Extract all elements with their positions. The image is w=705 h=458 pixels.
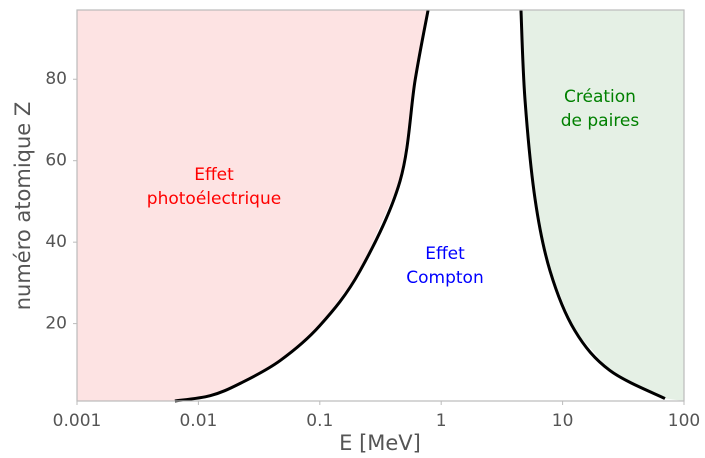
plot-area (77, 9, 684, 403)
annotation: Effet (425, 244, 465, 264)
annotation: Effet (194, 165, 234, 185)
area-fill (520, 10, 684, 401)
y-axis-label: numéro atomique Z (11, 102, 35, 311)
x-tick-label: 0.001 (53, 411, 102, 431)
y-tick-label: 20 (45, 314, 67, 334)
x-tick-label: 0.1 (306, 411, 333, 431)
y-tick-label: 60 (45, 151, 67, 171)
annotation: photoélectrique (147, 189, 281, 209)
annotation: de paires (561, 111, 640, 131)
x-tick-label: 10 (552, 411, 574, 431)
x-tick-label: 0.01 (179, 411, 217, 431)
boundary-line (519, 9, 666, 400)
boundary-line (174, 9, 430, 403)
y-tick-label: 80 (45, 69, 67, 89)
y-tick-label: 40 (45, 232, 67, 252)
x-tick-label: 1 (436, 411, 447, 431)
x-axis-label: E [MeV] (339, 431, 421, 455)
plot-frame (76, 9, 685, 402)
area-fill (77, 10, 429, 401)
x-tick-label: 100 (668, 411, 700, 431)
annotation: Création (564, 87, 636, 107)
annotation: Compton (406, 268, 483, 288)
